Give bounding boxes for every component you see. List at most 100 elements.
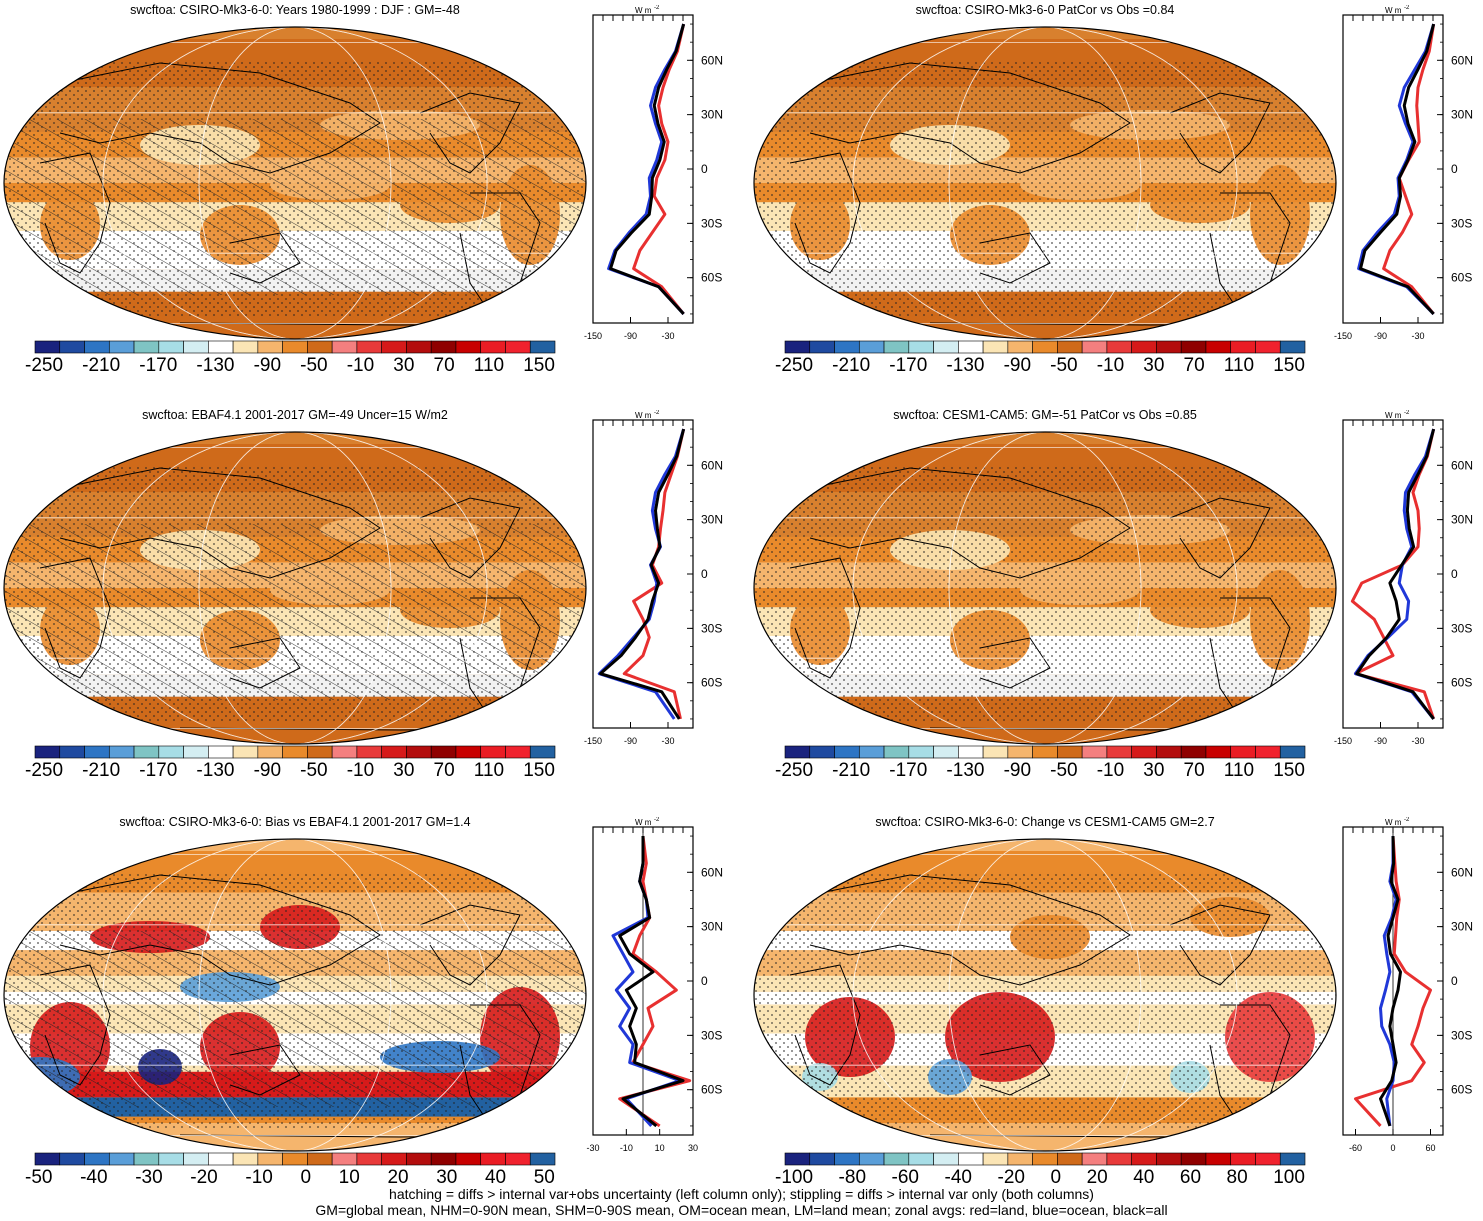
colorbar-tick-label: 60 (1179, 1167, 1202, 1188)
zonal-line-all (1359, 23, 1436, 315)
colorbar-swatch (108, 1152, 135, 1166)
colorbar-swatch (982, 1152, 1009, 1166)
colorbar-tick-label: -50 (25, 1167, 53, 1188)
zonal-line-all (1355, 428, 1436, 720)
colorbar-tick-label: 40 (1133, 1167, 1155, 1188)
colorbar-tick-label: -170 (139, 760, 178, 781)
colorbar-swatch (1081, 340, 1108, 354)
lat-tick-label: 30S (1451, 621, 1472, 635)
lat-tick-label: 60N (1451, 458, 1473, 472)
colorbar-swatch (505, 745, 531, 759)
colorbar-swatch (1106, 340, 1132, 354)
colorbar-tick-label: 0 (300, 1167, 312, 1188)
colorbar-swatch (1081, 1152, 1108, 1166)
colorbar-swatch (1180, 1152, 1207, 1166)
zonal-x-tick-label: 0 (1390, 1143, 1395, 1153)
colorbar-swatch (1131, 745, 1157, 759)
colorbar-swatch (1156, 1152, 1182, 1166)
colorbar-swatch (1156, 340, 1182, 354)
zonal-unit-label: W m (1385, 411, 1402, 420)
colorbar-swatch (430, 340, 457, 354)
zonal-line-land (632, 23, 686, 315)
colorbar-swatch (858, 745, 885, 759)
colorbar-labels: -250 -210 -170 -130 -90 -50 -10 30 70 110 150 (775, 760, 1305, 782)
colorbar-swatch (1007, 1152, 1033, 1166)
colorbar-tick-label: 30 (393, 355, 415, 376)
colorbar-tick-label: 30 (436, 1167, 458, 1188)
colorbar-tick-label: 0 (1050, 1167, 1062, 1188)
colorbar-swatch (958, 340, 984, 354)
colorbar-swatch (809, 745, 835, 759)
map-title: swcftoa: CSIRO-Mk3-6-0: Years 1980-1999 … (130, 3, 460, 17)
colorbar-swatch (232, 1152, 259, 1166)
colorbar (34, 745, 556, 759)
colorbar-tick-label: 30 (393, 760, 415, 781)
colorbar-tick-label: -90 (1003, 355, 1032, 376)
colorbar-tick-label: 30 (1143, 355, 1165, 376)
colorbar-swatch (133, 340, 160, 354)
colorbar-labels: -100 -80 -60 -40 -20 0 20 40 60 80 100 (775, 1167, 1305, 1189)
map-title: swcftoa: CESM1-CAM5: GM=-51 PatCor vs Ob… (893, 408, 1197, 422)
colorbar-swatch (307, 1152, 333, 1166)
zonal-x-tick-label: -150 (1334, 736, 1352, 746)
colorbar-tick-label: -90 (253, 760, 282, 781)
colorbar-swatch (480, 1152, 506, 1166)
robinson-map (754, 432, 1336, 744)
panel-figure: W m -2 60N 30N 0 30S 60S -150 -90 -30 (3, 5, 723, 354)
lat-tick-label: 0 (701, 567, 708, 581)
panel-p5: swcftoa: CSIRO-Mk3-6-0: Bias vs EBAF4.1 … (0, 815, 733, 1217)
colorbar-swatch (183, 340, 209, 354)
colorbar-swatch (529, 1152, 556, 1166)
colorbar-swatch (1180, 340, 1207, 354)
zonal-x-tick-label: -60 (1349, 1143, 1362, 1153)
colorbar-swatch (406, 340, 432, 354)
colorbar-tick-label: 70 (1183, 355, 1205, 376)
colorbar-tick-label: 110 (473, 355, 505, 376)
zonal-axes-box (1342, 14, 1444, 324)
zonal-unit-exponent: -2 (1404, 817, 1410, 823)
robinson-map (754, 839, 1336, 1151)
zonal-line-land (1350, 428, 1436, 720)
colorbar-swatch (834, 1152, 860, 1166)
map-border (3, 431, 587, 745)
colorbar-swatch (133, 745, 160, 759)
zonal-unit-label: W m (635, 818, 652, 827)
colorbar-swatch (307, 340, 333, 354)
colorbar-swatch (529, 745, 556, 759)
colorbar-swatch (1081, 745, 1108, 759)
colorbar-tick-label: -10 (346, 355, 375, 376)
lat-tick-label: 0 (1451, 567, 1458, 581)
lat-tick-label: 60S (1451, 271, 1472, 285)
colorbar-swatch (208, 340, 234, 354)
colorbar-swatch (933, 1152, 959, 1166)
colorbar (34, 340, 556, 354)
colorbar-tick-label: -210 (82, 355, 121, 376)
colorbar-swatch (331, 1152, 358, 1166)
footer-line-1: hatching = diffs > internal var+obs unce… (389, 1186, 1094, 1202)
colorbar-tick-label: -250 (25, 760, 64, 781)
zonal-x-tick-label: 30 (688, 1143, 698, 1153)
colorbar-swatch (1106, 745, 1132, 759)
lat-tick-label: 60N (1451, 53, 1473, 67)
colorbar-swatch (84, 1152, 110, 1166)
lat-tick-label: 30N (1451, 513, 1473, 527)
colorbar-swatch (158, 1152, 184, 1166)
map-title: swcftoa: CSIRO-Mk3-6-0: Change vs CESM1-… (875, 815, 1215, 829)
colorbar-tick-label: 150 (523, 760, 555, 781)
colorbar-swatch (455, 1152, 482, 1166)
colorbar-swatch (331, 745, 358, 759)
colorbar-swatch (908, 745, 934, 759)
colorbar-swatch (257, 1152, 283, 1166)
colorbar (784, 340, 1306, 354)
lat-tick-label: 60S (1451, 676, 1472, 690)
colorbar-tick-label: 20 (1086, 1167, 1108, 1188)
colorbar-tick-label: -50 (1050, 355, 1078, 376)
colorbar-swatch (1255, 745, 1281, 759)
zonal-x-tick-label: -150 (1334, 331, 1352, 341)
zonal-x-tick-label: -30 (661, 736, 674, 746)
panel-p6: swcftoa: CSIRO-Mk3-6-0: Change vs CESM1-… (750, 815, 1483, 1217)
zonal-unit-exponent: -2 (654, 410, 660, 416)
zonal-line-land (622, 428, 686, 720)
zonal-profile: W m -2 60N 30N 0 30S 60S -150 -90 -30 (584, 5, 723, 341)
colorbar-tick-label: -50 (300, 760, 328, 781)
